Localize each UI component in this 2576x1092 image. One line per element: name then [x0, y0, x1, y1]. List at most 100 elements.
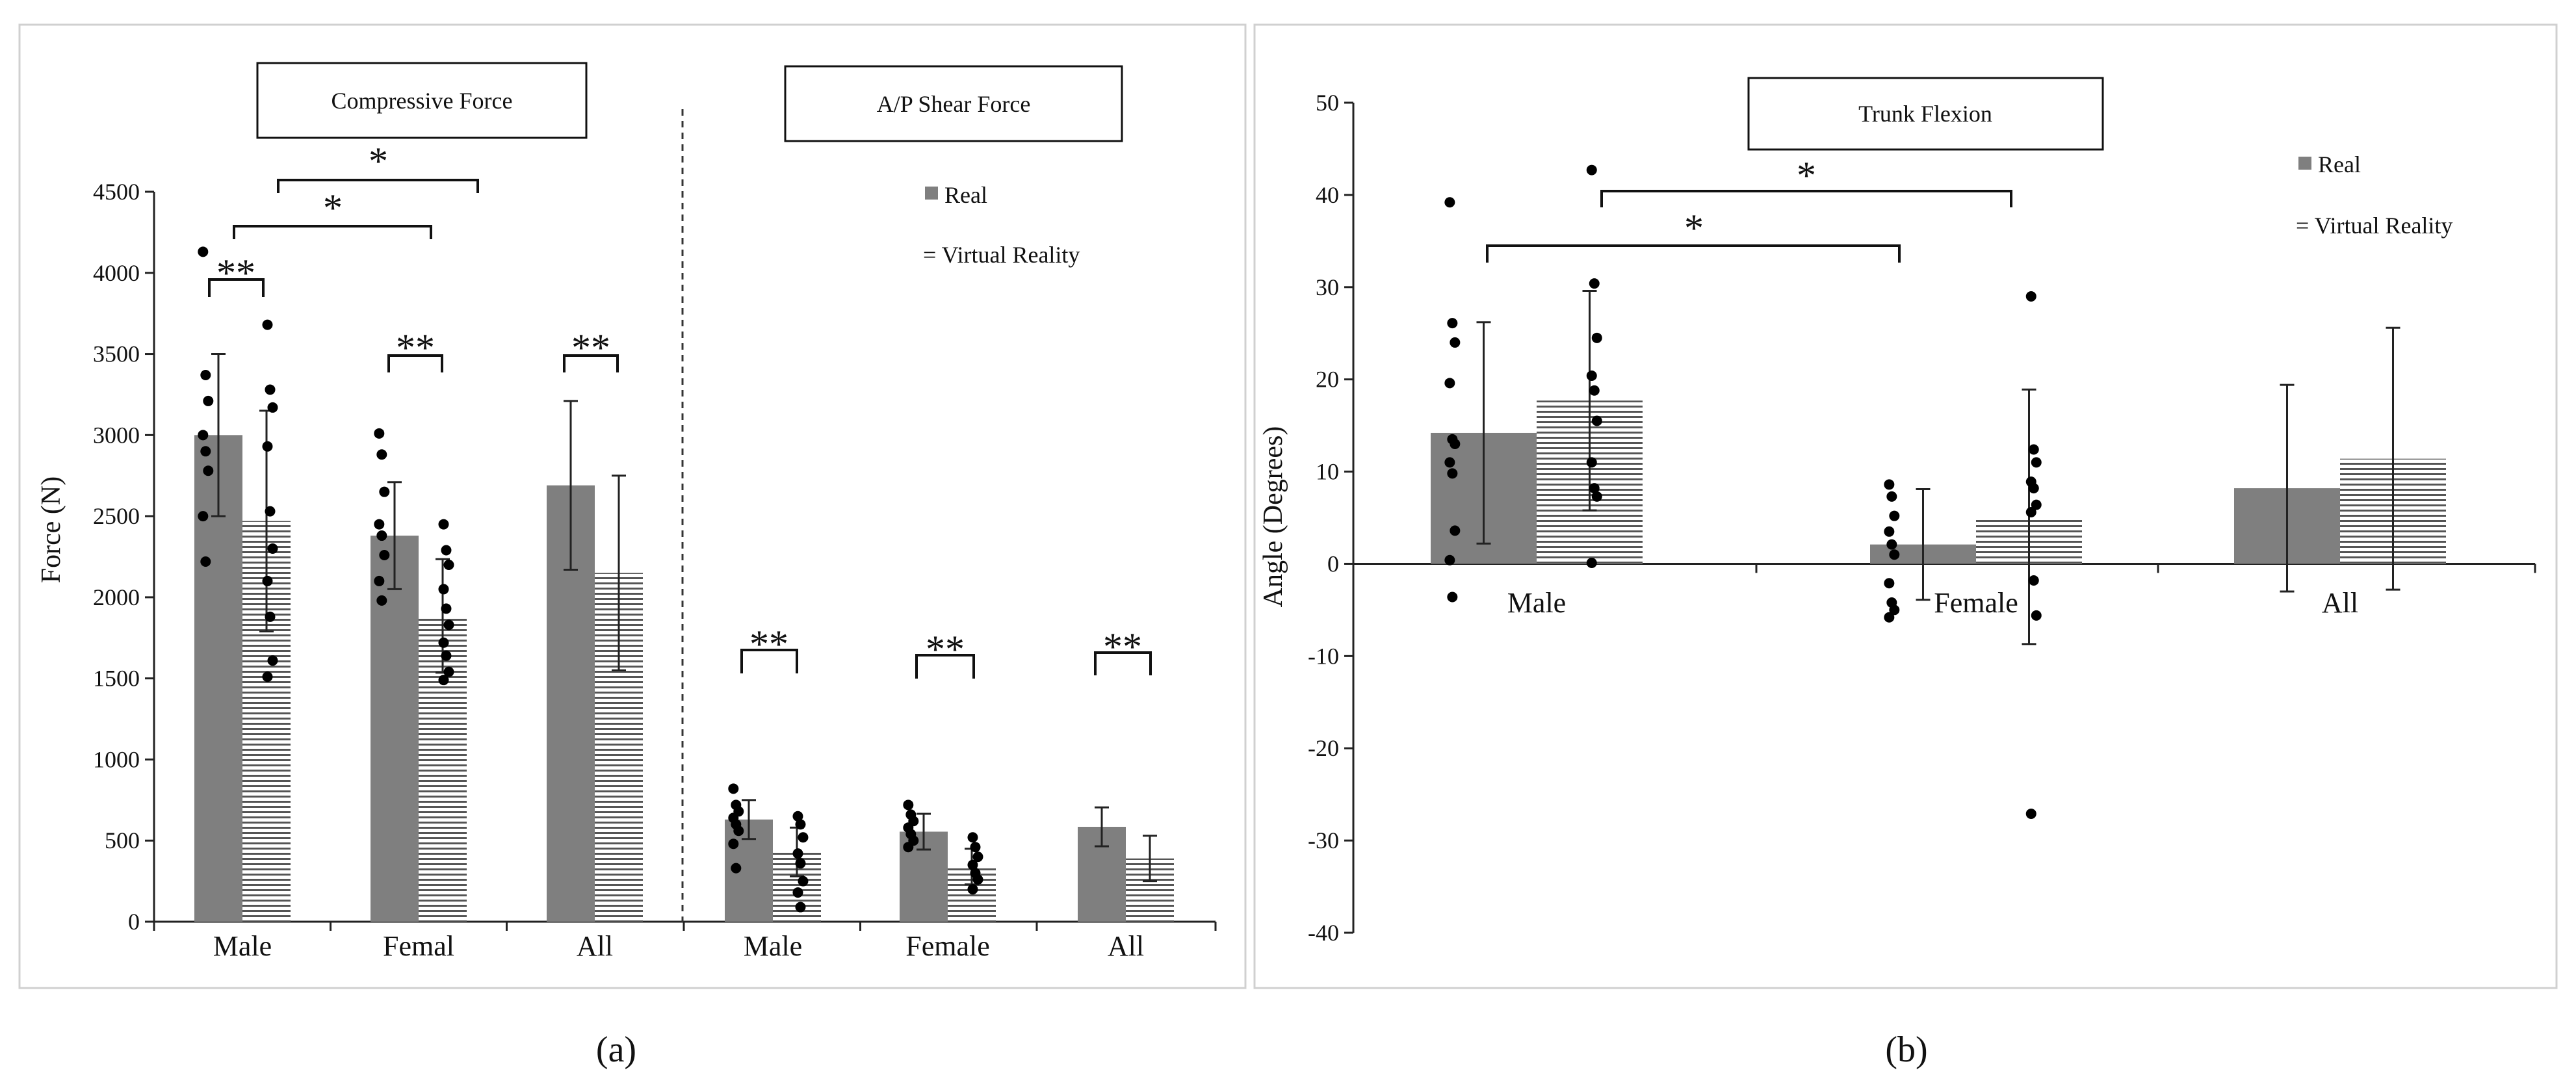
- a-data-point: [198, 246, 209, 257]
- b-data-point: [1889, 549, 1900, 560]
- sig-label-a-3: *: [369, 140, 388, 183]
- a-data-point: [198, 511, 209, 522]
- b-data-point: [2028, 483, 2039, 494]
- a-data-point: [265, 506, 276, 517]
- b-data-point: [1447, 468, 1458, 479]
- a-data-point: [265, 384, 276, 395]
- a-y-tick-label: 3500: [93, 341, 140, 367]
- a-y-tick-label: 2000: [93, 584, 140, 610]
- compressive-title-box: [256, 62, 588, 139]
- b-data-point: [1884, 612, 1895, 623]
- b-data-point: [1884, 578, 1895, 589]
- b-data-point: [1589, 483, 1600, 494]
- a-data-point: [200, 556, 211, 567]
- a-data-point: [203, 465, 214, 476]
- sig-label-b-2: *: [1797, 154, 1816, 197]
- a-y-tick-label: 3000: [93, 422, 140, 448]
- a-y-tick-label: 1000: [93, 746, 140, 772]
- sig-label-a-5: **: [571, 326, 610, 369]
- panel-a-points: [198, 246, 983, 913]
- a-data-point: [731, 863, 742, 874]
- b-y-tick-label: 0: [1327, 551, 1339, 577]
- a-data-point: [792, 887, 803, 898]
- trunk-flexion-title: Trunk Flexion: [1858, 101, 1992, 127]
- b-data-point: [1447, 318, 1458, 329]
- a-category-label: All: [1108, 930, 1144, 962]
- sig-bracket-b-vr: [1600, 190, 2012, 207]
- b-data-point: [1591, 332, 1602, 343]
- a-y-tick-label: 1500: [93, 666, 140, 692]
- a-data-point: [903, 842, 914, 853]
- legend-a-real-label: Real: [944, 182, 987, 208]
- b-data-point: [1586, 164, 1597, 176]
- a-data-point: [443, 559, 454, 570]
- panel-a-significance: ** * * ** ** ** ** **: [208, 140, 1152, 679]
- a-y-tick-label: 500: [105, 827, 140, 853]
- sig-label-a-1: **: [216, 252, 255, 294]
- a-data-point: [972, 852, 983, 863]
- legend-a-vr-label: = Virtual Reality: [923, 242, 1080, 268]
- b-data-point: [1886, 491, 1897, 502]
- a-category-label: Female: [905, 930, 990, 962]
- panel-b-label: (b): [1885, 1030, 1927, 1070]
- a-data-point: [443, 619, 454, 630]
- a-data-point: [728, 783, 739, 794]
- b-data-point: [1586, 457, 1597, 468]
- legend-b-vr-label: = Virtual Reality: [2296, 213, 2452, 239]
- sig-bracket-a-male-female-real: [233, 225, 432, 239]
- b-data-point: [1450, 337, 1461, 348]
- a-category-label: All: [577, 930, 613, 962]
- sig-bracket-a-all-compressive: [563, 354, 619, 372]
- sig-label-a-7: **: [926, 628, 965, 671]
- legend-b-real-swatch: [2298, 157, 2311, 170]
- sig-bracket-a-male-shear: [740, 649, 798, 673]
- b-y-tick-label: 50: [1316, 90, 1339, 116]
- a-data-point: [376, 595, 387, 606]
- legend-b-real-label: Real: [2318, 151, 2361, 177]
- a-data-point: [374, 428, 385, 439]
- a-data-point: [733, 826, 744, 837]
- sig-label-b-1: *: [1684, 207, 1704, 250]
- b-data-point: [2025, 291, 2036, 302]
- b-data-point: [2028, 575, 2039, 586]
- a-data-point: [795, 858, 806, 869]
- panel-a-chart: 0 500 1000 1500 2000 2500 3000 3500 4000 4500 Male…: [93, 179, 1217, 962]
- a-data-point: [262, 319, 273, 330]
- panel-b-chart: -40 -30 -20 -10 0 10 20 30 40 50 Male Female All: [1308, 90, 2536, 946]
- b-data-point: [2025, 808, 2036, 819]
- sig-bracket-a-all-shear: [1094, 651, 1152, 675]
- a-data-point: [262, 575, 273, 586]
- panel-b-y-axis-label: Angle (Degrees): [1258, 426, 1288, 608]
- a-y-tick-label: 4500: [93, 179, 140, 205]
- b-data-point: [2031, 610, 2042, 621]
- sig-label-a-4: **: [396, 326, 435, 369]
- panel-a-label: (a): [596, 1030, 636, 1070]
- b-data-point: [1450, 525, 1461, 536]
- a-data-point: [798, 832, 809, 843]
- b-data-point: [1591, 415, 1602, 426]
- shear-title: A/P Shear Force: [877, 91, 1031, 117]
- b-data-point: [1884, 526, 1895, 537]
- a-data-point: [967, 832, 978, 843]
- b-data-point: [2025, 506, 2036, 517]
- b-data-point: [1884, 479, 1895, 490]
- a-data-point: [262, 671, 273, 682]
- a-data-point: [903, 800, 914, 811]
- a-y-tick-label: 2500: [93, 503, 140, 529]
- a-data-point: [441, 603, 452, 614]
- b-y-tick-label: 10: [1316, 459, 1339, 485]
- a-data-point: [262, 441, 273, 452]
- sig-bracket-a-male-female-vr: [277, 179, 479, 193]
- b-data-point: [1586, 558, 1597, 569]
- b-data-point: [1889, 604, 1900, 616]
- b-data-point: [1886, 539, 1897, 550]
- a-data-point: [728, 838, 739, 850]
- a-data-point: [795, 819, 806, 830]
- sig-bracket-a-female-shear: [915, 654, 975, 679]
- a-data-point: [374, 575, 385, 586]
- b-y-tick-label: -10: [1308, 643, 1339, 669]
- a-data-point: [438, 637, 449, 648]
- a-data-point: [967, 859, 978, 870]
- b-data-point: [1589, 278, 1600, 289]
